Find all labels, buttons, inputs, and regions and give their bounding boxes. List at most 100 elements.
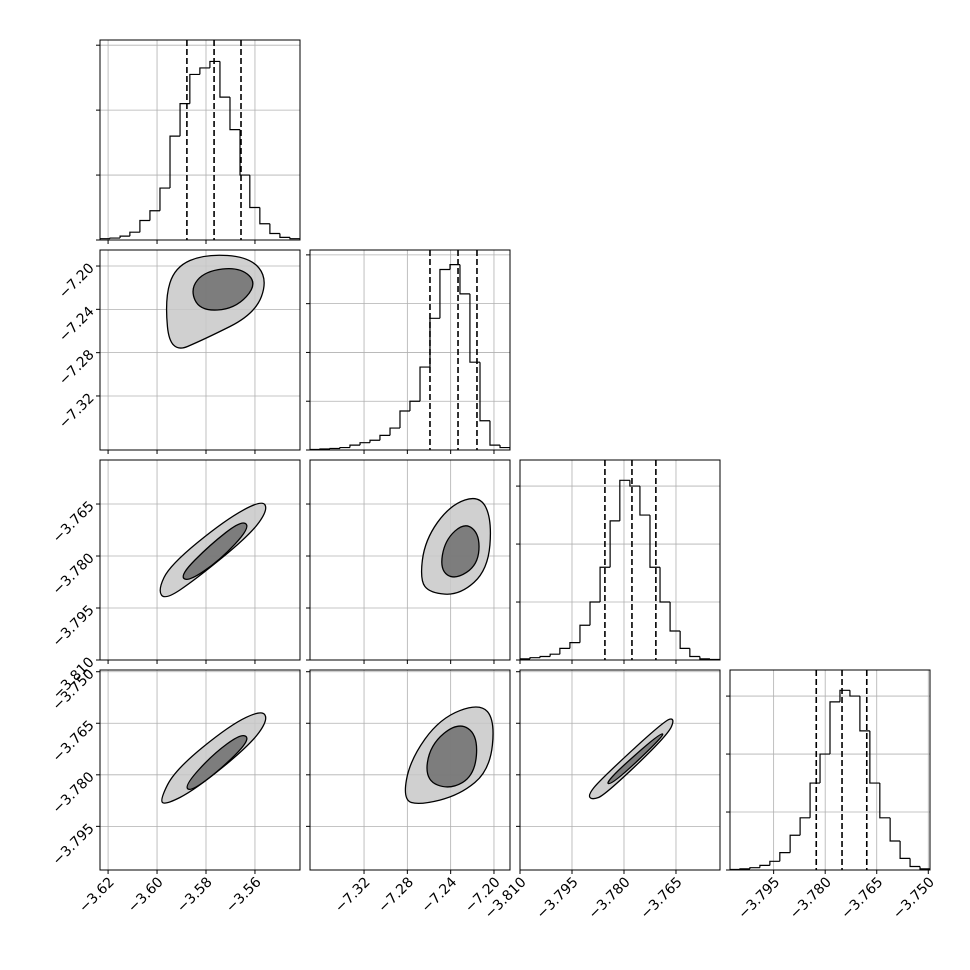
- histogram-bin: [389, 427, 400, 436]
- histogram-bin: [919, 866, 930, 870]
- x-tick-label: −3.765: [638, 874, 686, 922]
- histogram-bin: [889, 817, 901, 842]
- histogram-bin: [409, 400, 421, 411]
- x-tick-label: −3.56: [223, 874, 265, 916]
- histogram-bin: [199, 67, 210, 75]
- histogram-bin: [879, 783, 891, 819]
- panel-frame: [309, 249, 511, 451]
- histogram-bin: [739, 868, 750, 870]
- contour: [607, 733, 664, 785]
- histogram-bin: [249, 175, 260, 209]
- histogram-bin: [899, 841, 911, 860]
- histogram-bin: [229, 97, 241, 131]
- histogram-bin: [479, 362, 490, 422]
- histogram-bin: [139, 219, 150, 233]
- histogram-bin: [639, 486, 650, 516]
- histogram-bin: [609, 520, 620, 568]
- histogram-bin: [429, 317, 440, 368]
- histogram-bin: [469, 293, 481, 363]
- x-tick-label: −7.24: [419, 874, 461, 916]
- panel-frame: [99, 669, 301, 871]
- x-tick-label: −3.62: [76, 874, 118, 916]
- histogram-bin: [749, 867, 760, 869]
- histogram-bin: [129, 231, 140, 237]
- contour: [441, 525, 480, 578]
- panel-frame: [99, 459, 301, 661]
- histogram-bin: [119, 235, 130, 239]
- y-tick-label: −3.795: [50, 821, 98, 869]
- histogram-bin: [399, 410, 410, 429]
- y-tick-label: −7.32: [56, 390, 98, 432]
- histogram-bin: [439, 268, 451, 319]
- histogram-bin: [109, 237, 121, 239]
- histogram-bin: [779, 852, 791, 862]
- y-tick-label: −7.20: [56, 260, 98, 302]
- histogram-bin: [219, 61, 230, 98]
- histogram-bin: [539, 655, 551, 658]
- histogram-bin: [589, 601, 601, 626]
- density-panel: [165, 254, 265, 349]
- x-tick-label: −3.795: [534, 874, 582, 922]
- histogram-bin: [709, 658, 720, 660]
- histogram-bin: [689, 648, 700, 658]
- histogram-bin: [869, 730, 880, 784]
- histogram-bin: [829, 701, 840, 755]
- y-tick-label: −3.795: [50, 602, 98, 650]
- histogram-bin: [279, 233, 290, 239]
- y-tick-label: −3.765: [50, 718, 98, 766]
- histogram-bin: [759, 864, 770, 868]
- histogram: [730, 670, 930, 870]
- panel-frame: [309, 669, 511, 871]
- panel-frame: [309, 459, 511, 661]
- y-tick-label: −7.28: [56, 347, 98, 389]
- histogram-bin: [839, 689, 850, 702]
- histogram-bin: [619, 479, 630, 521]
- density-panel: [159, 502, 267, 598]
- x-tick-label: −7.28: [375, 874, 417, 916]
- x-tick-label: −3.780: [787, 874, 835, 922]
- contour: [186, 734, 248, 791]
- histogram-bin: [629, 480, 640, 487]
- histogram: [100, 40, 300, 240]
- histogram-bin: [419, 366, 430, 402]
- histogram-bin: [819, 753, 830, 784]
- histogram-bin: [659, 567, 671, 603]
- histogram-bin: [379, 434, 391, 441]
- x-tick-label: −3.780: [586, 874, 634, 922]
- panel-frame: [519, 669, 721, 871]
- histogram: [310, 250, 510, 450]
- histogram-bin: [549, 653, 560, 657]
- histogram-bin: [349, 444, 361, 448]
- histogram-bin: [730, 868, 740, 870]
- y-tick-label: −7.24: [56, 304, 98, 346]
- histogram-bin: [169, 135, 181, 189]
- histogram-bin: [579, 624, 591, 643]
- y-tick-label: −3.780: [50, 550, 98, 598]
- histogram-bin: [100, 238, 111, 240]
- histogram-bin: [669, 602, 681, 632]
- histogram-bin: [499, 445, 510, 450]
- histogram-bin: [369, 439, 380, 443]
- histogram-bin: [809, 782, 821, 818]
- histogram-bin: [909, 858, 921, 868]
- histogram-bin: [649, 515, 661, 568]
- histogram-bin: [449, 264, 460, 270]
- contour: [192, 268, 254, 311]
- histogram-bin: [179, 103, 190, 137]
- y-tick-label: −3.780: [50, 769, 98, 817]
- histogram-bin: [520, 658, 531, 660]
- histogram-bin: [789, 834, 801, 853]
- histogram-bin: [599, 566, 611, 603]
- contour: [426, 725, 478, 788]
- histogram-bin: [459, 264, 470, 295]
- histogram-bin: [289, 237, 300, 240]
- histogram-bin: [489, 420, 501, 446]
- density-panel: [161, 712, 267, 804]
- panel-frame: [519, 459, 721, 661]
- histogram-bin: [769, 860, 780, 866]
- histogram-bin: [259, 207, 270, 225]
- x-tick-label: −3.58: [174, 874, 216, 916]
- panel-frame: [99, 249, 301, 451]
- histogram-bin: [359, 442, 370, 446]
